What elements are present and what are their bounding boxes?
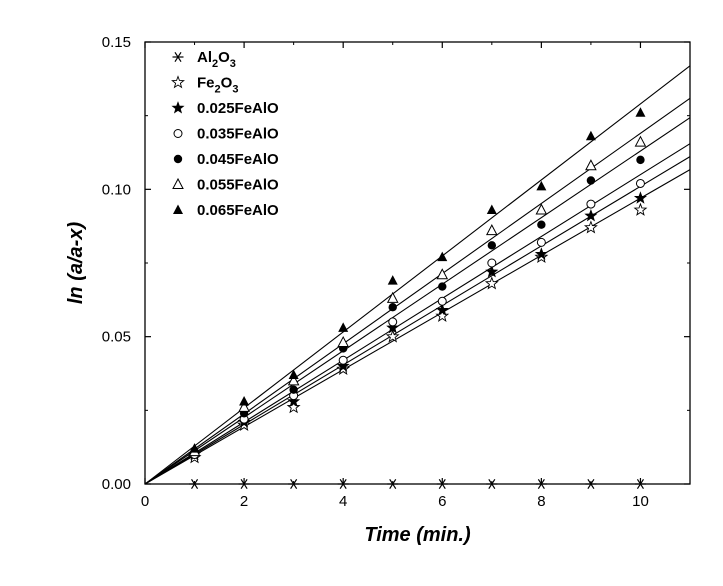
data-point: [289, 385, 298, 394]
data-point: [537, 220, 546, 229]
data-point: [338, 322, 349, 332]
data-point: [635, 178, 645, 188]
data-point: [238, 400, 250, 412]
x-tick-label: 10: [632, 493, 649, 510]
data-point: [386, 320, 400, 334]
x-tick-label: 8: [537, 493, 545, 510]
data-point: [388, 303, 397, 312]
x-tick-label: 4: [339, 493, 347, 510]
data-point: [437, 251, 448, 262]
legend-marker: [173, 129, 183, 138]
data-point: [485, 264, 499, 278]
data-point: [633, 202, 648, 216]
data-point: [338, 355, 348, 365]
data-point: [287, 394, 301, 408]
data-point: [536, 180, 547, 191]
legend-label: 0.055FeAlO: [197, 177, 279, 194]
x-tick-label: 6: [438, 493, 446, 510]
data-point: [487, 241, 497, 250]
legend-label: Al2O3: [197, 49, 236, 70]
fit-line-4: [144, 117, 691, 485]
legend-label: 0.045FeAlO: [197, 151, 279, 168]
legend-marker: [171, 75, 185, 89]
data-point: [435, 308, 450, 322]
axes: 0 2 4 6 8 10 0.00 0.05 0.10 0.15: [102, 34, 691, 510]
data-point: [633, 191, 647, 204]
legend-marker: [172, 177, 184, 189]
data-point: [437, 296, 447, 306]
data-point: [189, 443, 200, 453]
legend-label: 0.025FeAlO: [197, 100, 279, 117]
fit-line-2: [144, 156, 691, 485]
data-point: [438, 282, 447, 291]
data-point: [584, 208, 598, 222]
data-point: [585, 130, 596, 141]
data-point: [435, 303, 449, 316]
y-axis-title: ln (a/a-x): [65, 222, 87, 305]
data-point: [536, 237, 546, 247]
x-tick-label: 2: [240, 493, 248, 510]
fit-lines: [144, 65, 691, 485]
x-axis-title: Time (min.): [364, 524, 471, 546]
legend-marker: [173, 204, 183, 214]
data-point: [286, 400, 301, 414]
fit-line-1: [144, 169, 691, 485]
legend-marker: [171, 101, 185, 114]
legend: Al2O3 Fe2O3 0.025FeAlO 0.035FeAlO 0.045FeAlO…: [171, 49, 279, 219]
data-point: [487, 258, 497, 268]
data-point: [337, 335, 350, 348]
data-point: [239, 395, 250, 406]
data-point: [486, 204, 497, 214]
data-point: [586, 199, 596, 209]
legend-label: 0.035FeAlO: [197, 126, 279, 143]
data-point: [636, 155, 645, 165]
data-point: [287, 374, 300, 386]
data-point: [385, 329, 400, 343]
y-tick-label: 0.15: [102, 34, 131, 51]
data-point: [336, 359, 350, 372]
data-point: [288, 369, 299, 379]
fit-line-6: [144, 65, 691, 485]
data-point: [635, 107, 646, 117]
data-point: [485, 224, 498, 236]
fit-line-5: [144, 97, 691, 485]
legend-label: Fe2O3: [197, 75, 238, 96]
y-tick-label: 0.05: [102, 329, 131, 346]
data-points: [187, 107, 648, 490]
data-point: [388, 317, 398, 327]
data-point: [386, 291, 399, 303]
data-point: [583, 220, 598, 234]
data-point: [585, 159, 597, 171]
data-point: [534, 247, 548, 260]
y-tick-label: 0.00: [102, 476, 131, 493]
y-tick-label: 0.10: [102, 181, 131, 198]
data-point: [586, 176, 596, 185]
data-point: [484, 276, 499, 290]
legend-label: 0.065FeAlO: [197, 202, 279, 219]
x-tick-label: 0: [141, 493, 149, 510]
data-point: [535, 203, 548, 215]
data-point: [634, 135, 647, 147]
fit-line-3: [144, 143, 691, 485]
data-point: [436, 268, 449, 280]
legend-marker: [172, 51, 184, 63]
legend-marker: [173, 154, 183, 164]
data-point: [387, 275, 398, 285]
